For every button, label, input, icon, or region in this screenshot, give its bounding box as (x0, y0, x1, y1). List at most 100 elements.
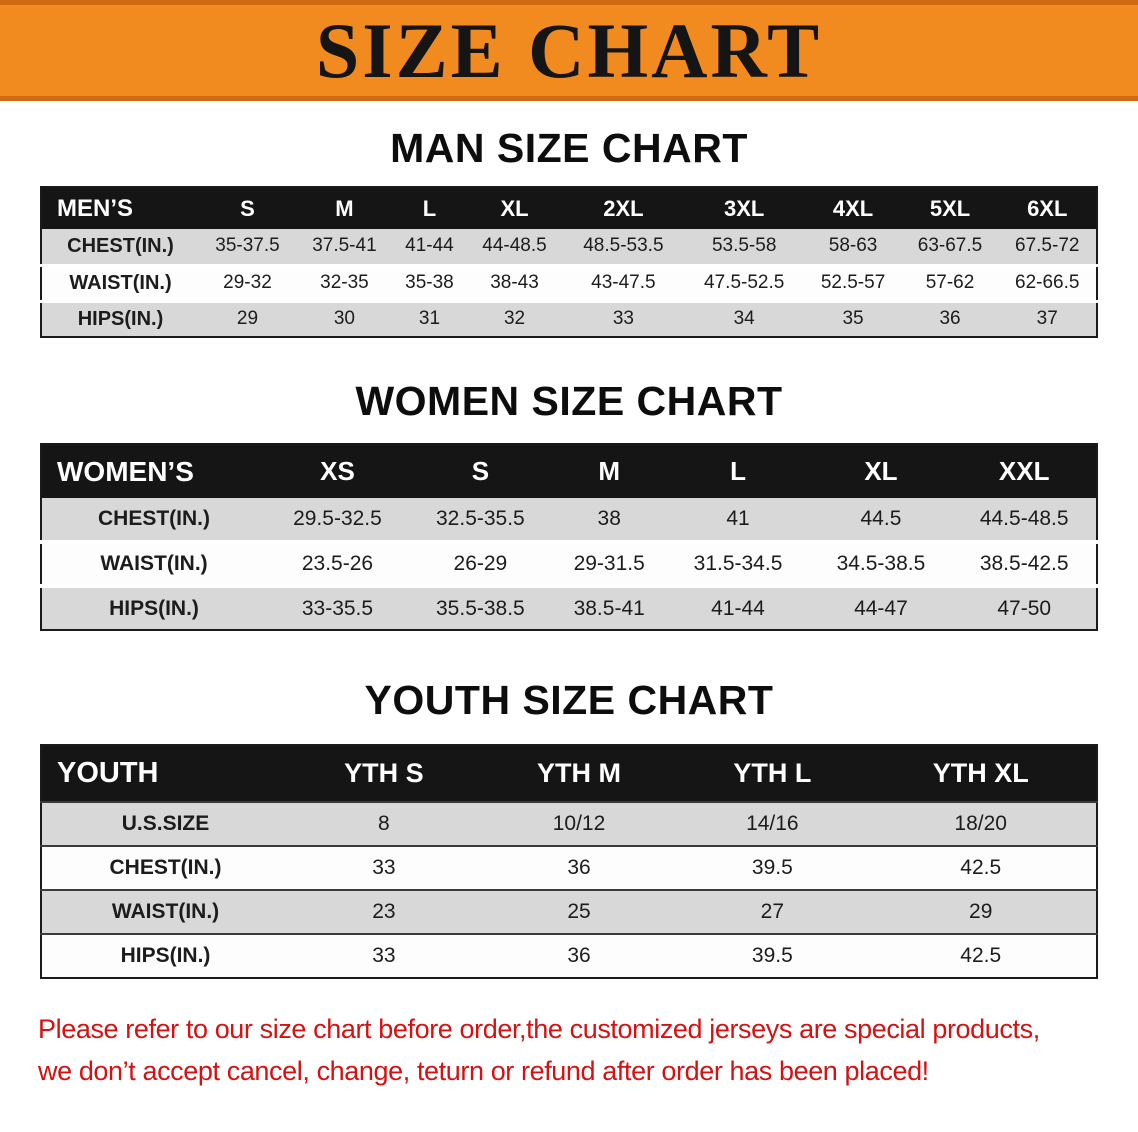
size-column-header: S (408, 444, 552, 499)
size-column-header: 3XL (683, 187, 805, 230)
size-value: 27 (679, 889, 866, 935)
size-value: 48.5-53.5 (583, 235, 664, 257)
size-value: 34.5-38.5 (809, 540, 953, 587)
size-column-header: XL (466, 187, 563, 230)
size-value: 36 (901, 299, 999, 338)
table-row: CHEST(IN.) 33 36 39.5 42.5 (41, 845, 1097, 891)
size-value: 44.5-48.5 (979, 507, 1069, 531)
table-row: HIPS(IN.) 29 30 31 32 33 34 35 36 37 (41, 299, 1097, 338)
table-row: WAIST(IN.) 23 25 27 29 (41, 889, 1097, 935)
size-value: 67.5-72 (1015, 235, 1080, 257)
women-size-section: WOMEN SIZE CHART WOMEN’S XS S M L XL XXL CHEST(… (0, 378, 1138, 632)
size-value: 42.5 (865, 845, 1097, 891)
size-value: 31.5-34.5 (666, 540, 810, 587)
size-value: 35 (804, 299, 902, 338)
size-column-header: YTH L (679, 745, 866, 803)
size-column-header: 4XL (804, 187, 902, 230)
size-value: 14/16 (679, 801, 866, 847)
size-value: 37.5-41 (312, 235, 377, 257)
men-section-heading: MAN SIZE CHART (390, 125, 748, 171)
men-size-section: MAN SIZE CHART MEN’S S M L XL 2XL 3XL 4XL 5XL 6XL… (0, 125, 1138, 339)
size-value: 36 (478, 845, 680, 891)
table-header-row: YOUTH YTH S YTH M YTH L YTH XL (41, 745, 1097, 803)
size-value: 38.5-42.5 (952, 540, 1097, 587)
size-column-header: YTH M (478, 745, 680, 803)
size-column-header: 5XL (901, 187, 999, 230)
measure-label: HIPS(IN.) (41, 584, 266, 631)
size-column-header: XXL (952, 444, 1097, 499)
youth-size-table: YOUTH YTH S YTH M YTH L YTH XL U.S.SIZE 8 10/12… (40, 744, 1098, 980)
size-value: 29-31.5 (551, 540, 667, 587)
size-value: 31 (392, 299, 467, 338)
size-column-header: YTH XL (865, 745, 1097, 803)
size-value: 29 (199, 299, 296, 338)
size-value: 58-63 (828, 235, 878, 257)
size-value: 32-35 (295, 263, 393, 302)
table-row: WAIST(IN.) 29-32 32-35 35-38 38-43 43-47.5 47.… (41, 263, 1097, 302)
women-size-table: WOMEN’S XS S M L XL XXL CHEST(IN.) 29.5-32.5 32.5… (40, 443, 1098, 632)
disclaimer-text: Please refer to our size chart before or… (38, 1009, 1138, 1093)
size-value: 39.5 (679, 933, 866, 979)
size-value: 36 (478, 933, 680, 979)
size-chart-body: MAN SIZE CHART MEN’S S M L XL 2XL 3XL 4XL 5XL 6XL… (0, 125, 1138, 1093)
table-row: CHEST(IN.) 29.5-32.5 32.5-35.5 38 41 44.5 44.5… (41, 498, 1097, 543)
size-value: 41-44 (405, 235, 454, 257)
size-value: 23 (289, 889, 479, 935)
banner-title: SIZE CHART (315, 6, 823, 94)
size-column-header: S (199, 187, 296, 230)
size-value: 38-43 (466, 263, 563, 302)
table-label-header: YOUTH (41, 745, 289, 803)
measure-label: WAIST(IN.) (41, 889, 289, 935)
size-value: 32 (466, 299, 563, 338)
size-value: 30 (295, 299, 393, 338)
size-value: 44-48.5 (482, 235, 547, 257)
size-column-header: 2XL (562, 187, 684, 230)
size-value: 57-62 (901, 263, 999, 302)
size-value: 37 (998, 299, 1097, 338)
size-value: 29 (865, 889, 1097, 935)
table-label-header: WOMEN’S (41, 444, 266, 499)
men-size-table: MEN’S S M L XL 2XL 3XL 4XL 5XL 6XL CHEST(IN.) 35-37… (40, 186, 1098, 339)
disclaimer-line-2: we don’t accept cancel, change, teturn o… (38, 1056, 929, 1087)
size-value: 32.5-35.5 (436, 507, 525, 531)
size-value: 10/12 (478, 801, 680, 847)
size-value: 35-37.5 (215, 235, 280, 257)
size-value: 41 (726, 507, 750, 531)
size-value: 47-50 (952, 584, 1097, 631)
table-row: HIPS(IN.) 33-35.5 35.5-38.5 38.5-41 41-44 44-… (41, 584, 1097, 631)
women-section-heading: WOMEN SIZE CHART (355, 378, 783, 425)
measure-label: HIPS(IN.) (41, 933, 289, 979)
size-value: 44-47 (809, 584, 953, 631)
size-value: 23.5-26 (266, 540, 409, 587)
table-row: HIPS(IN.) 33 36 39.5 42.5 (41, 933, 1097, 979)
size-column-header: L (666, 444, 810, 499)
size-value: 29-32 (199, 263, 296, 302)
size-value: 44.5 (860, 507, 902, 531)
size-value: 29.5-32.5 (293, 507, 382, 531)
measure-label: CHEST(IN.) (98, 507, 210, 531)
table-row: U.S.SIZE 8 10/12 14/16 18/20 (41, 801, 1097, 847)
size-column-header: M (551, 444, 667, 499)
size-column-header: XS (266, 444, 409, 499)
size-column-header: YTH S (289, 745, 479, 803)
size-value: 35-38 (392, 263, 467, 302)
size-value: 62-66.5 (998, 263, 1097, 302)
size-value: 41-44 (666, 584, 810, 631)
size-column-header: M (295, 187, 393, 230)
size-value: 39.5 (679, 845, 866, 891)
size-value: 38 (597, 507, 621, 531)
size-value: 47.5-52.5 (683, 263, 805, 302)
table-header-row: MEN’S S M L XL 2XL 3XL 4XL 5XL 6XL (41, 187, 1097, 230)
measure-label: CHEST(IN.) (41, 845, 289, 891)
size-column-header: 6XL (998, 187, 1097, 230)
size-value: 25 (478, 889, 680, 935)
size-value: 38.5-41 (551, 584, 667, 631)
size-value: 33 (289, 845, 479, 891)
youth-size-section: YOUTH SIZE CHART YOUTH YTH S YTH M YTH L YTH… (0, 677, 1138, 980)
size-column-header: L (392, 187, 467, 230)
size-value: 33-35.5 (266, 584, 409, 631)
table-header-row: WOMEN’S XS S M L XL XXL (41, 444, 1097, 499)
size-value: 52.5-57 (804, 263, 902, 302)
table-label-header: MEN’S (41, 187, 199, 230)
measure-label: CHEST(IN.) (67, 234, 174, 257)
